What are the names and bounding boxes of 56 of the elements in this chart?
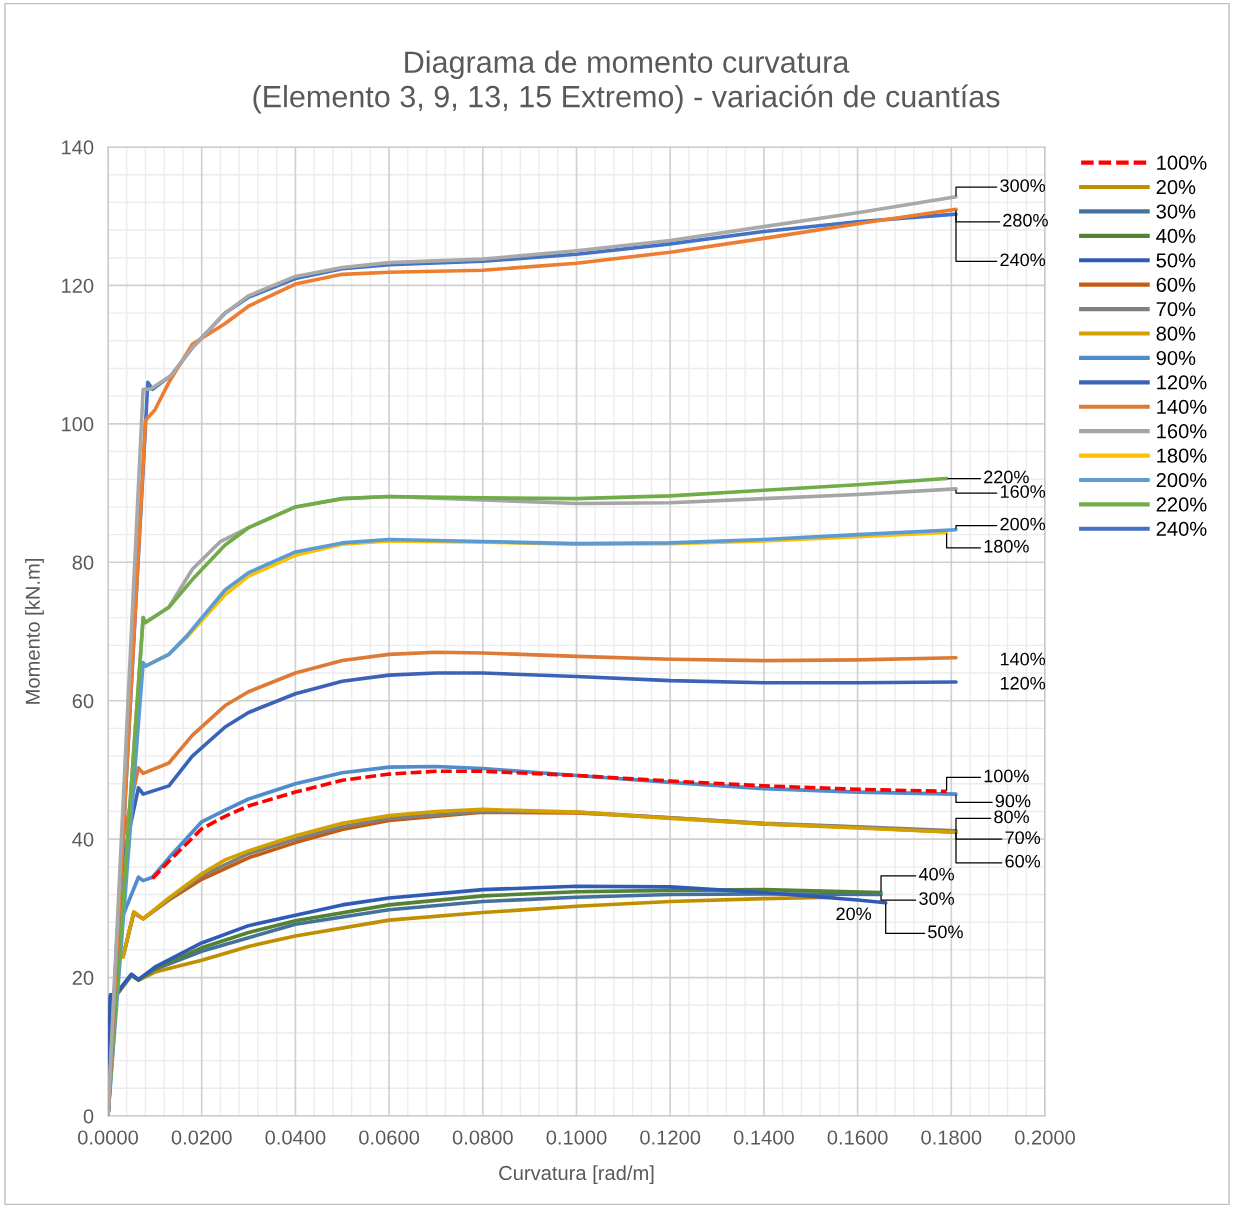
legend-label: 70%	[1156, 302, 1196, 317]
x-tick-label: 0.1600	[827, 1130, 888, 1145]
y-axis-title: Momento [kN.m]	[25, 559, 44, 704]
annotation: 60%	[1005, 854, 1041, 868]
annotation: 30%	[919, 892, 955, 905]
legend-label: 180%	[1157, 448, 1207, 463]
legend-label: 90%	[1156, 350, 1196, 366]
y-tick-label: 20	[72, 970, 94, 986]
annotation: 100%	[984, 769, 1029, 783]
legend-label: 200%	[1156, 472, 1207, 488]
y-tick-label: 120	[62, 278, 94, 293]
legend-label: 60%	[1156, 277, 1196, 292]
y-tick-label: 140	[62, 140, 94, 155]
x-tick-label: 0.0000	[77, 1130, 139, 1145]
y-tick-label: 80	[72, 555, 94, 570]
annotation: 280%	[1003, 213, 1048, 227]
annotation: 80%	[994, 810, 1029, 824]
legend-label: 160%	[1157, 424, 1207, 439]
annotation: 70%	[1005, 831, 1041, 845]
x-tick-label: 0.0600	[359, 1130, 420, 1145]
legend-label: 240%	[1156, 521, 1207, 537]
y-tick-label: 0	[83, 1109, 94, 1124]
chart-title: Diagrama de momento curvatura (Elemento 3, 9, 13, 15 Extremo) - variación de cuantías	[253, 50, 1000, 114]
annotation: 140%	[1000, 652, 1046, 666]
legend-label: 120%	[1157, 375, 1207, 390]
legend-label: 20%	[1156, 180, 1196, 195]
x-tick-label: 0.2000	[1014, 1130, 1076, 1145]
annotation: 20%	[836, 907, 872, 921]
x-tick-label: 0.0800	[452, 1130, 513, 1145]
annotation: 50%	[928, 925, 963, 939]
annotation: 220%	[984, 470, 1029, 484]
x-tick-label: 0.1000	[546, 1130, 607, 1145]
legend-label: 220%	[1156, 497, 1207, 512]
annotation: 200%	[1000, 517, 1046, 531]
x-tick-label: 0.1200	[640, 1130, 701, 1145]
x-tick-label: 0.0400	[265, 1130, 326, 1145]
annotation: 160%	[1000, 485, 1046, 498]
annotation: 90%	[995, 794, 1031, 808]
annotation: 40%	[918, 867, 955, 881]
legend-label: 100%	[1157, 155, 1207, 170]
y-tick-label: 100	[62, 417, 94, 432]
legend-label: 140%	[1157, 399, 1207, 414]
x-tick-label: 0.1800	[921, 1130, 982, 1145]
x-axis-title: Curvatura [rad/m]	[499, 1165, 654, 1185]
legend-label: 80%	[1156, 326, 1196, 341]
legend-label: 40%	[1156, 228, 1196, 244]
legend-label: 50%	[1156, 253, 1196, 268]
y-tick-label: 40	[72, 832, 94, 847]
legend-label: 30%	[1156, 204, 1196, 219]
y-tick-label: 60	[72, 693, 94, 709]
annotation: 240%	[1000, 253, 1046, 267]
x-tick-label: 0.0200	[171, 1130, 232, 1145]
x-tick-label: 0.1400	[733, 1130, 794, 1145]
annotation: 300%	[1000, 179, 1046, 192]
annotation: 120%	[1000, 676, 1046, 690]
annotation: 180%	[984, 539, 1029, 553]
